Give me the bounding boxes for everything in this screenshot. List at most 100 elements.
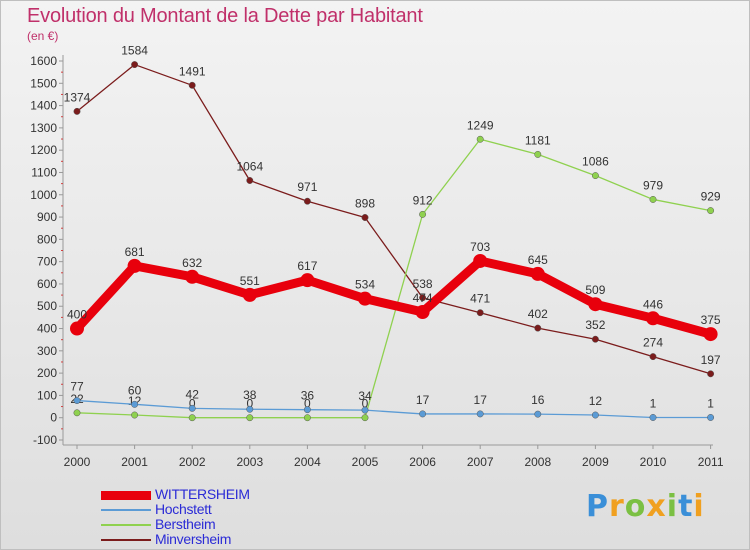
data-label: 979 [643,178,663,192]
data-label: 42 [186,387,200,401]
y-tick-label: 700 [37,255,57,269]
data-point [246,405,254,413]
y-tick-label: -100 [33,433,57,447]
data-label: 16 [531,393,545,407]
data-label: 77 [70,380,84,394]
data-label: 538 [413,277,433,291]
legend-item: Berstheim [101,516,361,532]
data-point [476,309,484,317]
data-label: 471 [470,292,490,306]
data-label: 1064 [236,159,263,173]
y-tick-label: 500 [37,299,57,313]
y-tick-label: 1600 [30,54,57,68]
data-point [246,177,254,184]
data-label: 617 [297,259,317,273]
data-label: 1 [707,396,714,410]
data-point [127,258,142,273]
data-label: 1249 [467,118,494,132]
y-tick-label: 1000 [30,188,57,202]
data-point [530,266,545,281]
data-point [591,335,599,343]
x-tick-label: 2003 [236,455,263,469]
x-tick-label: 2011 [698,455,724,469]
data-point [303,414,311,422]
data-label: 0 [189,397,196,411]
data-point [419,294,427,302]
data-point [649,353,657,361]
proxiti-logo: Proxiti [586,489,705,524]
data-point [73,107,81,115]
data-point [70,321,84,336]
data-label: 929 [701,190,721,204]
data-point [300,273,315,288]
y-tick-label: 100 [37,388,57,402]
y-tick-label: 1300 [30,121,57,135]
x-tick-label: 2002 [179,455,206,469]
data-point [591,172,599,180]
data-label: 703 [470,240,490,254]
data-point [646,311,660,326]
legend-swatch [101,539,151,541]
legend-item: Hochstett [101,501,361,517]
data-label: 17 [416,393,430,407]
x-tick-label: 2007 [467,455,494,469]
data-label: 446 [643,297,663,311]
data-point [534,324,542,332]
data-point [707,370,715,378]
data-point [73,409,81,417]
data-point [303,406,311,414]
data-label: 534 [355,278,375,292]
chart-subtitle: (en €) [27,29,59,43]
legend-swatch [101,524,151,526]
x-tick-label: 2008 [524,455,551,469]
data-point [707,414,715,421]
x-tick-label: 2005 [352,455,379,469]
data-point [185,269,200,284]
data-point [188,404,196,412]
data-label: 509 [585,283,605,297]
legend: WITTERSHEIM Hochstett Berstheim Minversheim [101,486,361,547]
data-label: 1 [650,396,657,410]
data-label: 375 [701,313,721,327]
x-tick-label: 2000 [64,455,91,469]
series-line-wittersheim [72,256,716,339]
data-label: 34 [358,389,372,403]
data-label: 898 [355,197,375,211]
data-point [188,414,196,422]
y-tick-label: 200 [37,366,57,380]
legend-swatch [101,490,151,500]
data-point [361,414,369,422]
data-label: 274 [643,336,663,350]
data-point [534,410,542,418]
data-label: 197 [701,353,721,367]
data-point [649,414,657,421]
data-label: 1086 [582,155,609,169]
legend-item: Minversheim [101,531,361,547]
y-tick-label: 400 [37,322,57,336]
data-point [131,400,139,408]
data-label: 352 [585,318,605,332]
data-point [73,397,81,404]
data-label: 645 [528,253,548,267]
data-label: 36 [301,389,315,403]
data-point [131,411,139,419]
y-tick-label: 300 [37,344,57,358]
legend-item: WITTERSHEIM [101,486,361,502]
data-label: 60 [128,383,142,397]
data-point [703,327,718,342]
data-point [707,207,715,215]
y-tick-label: 1500 [30,76,57,90]
data-label: 402 [528,307,548,321]
data-label: 0 [304,397,311,411]
data-label: 1584 [121,44,148,58]
x-tick-label: 2004 [294,455,321,469]
data-label: 400 [67,308,87,322]
data-label: 17 [474,393,488,407]
series-line-berstheim [76,138,712,419]
x-tick-label: 2006 [409,455,436,469]
data-point [358,291,372,306]
chart-title: Evolution du Montant de la Dette par Hab… [27,5,423,27]
data-point [419,210,427,218]
data-label: 912 [413,193,433,207]
